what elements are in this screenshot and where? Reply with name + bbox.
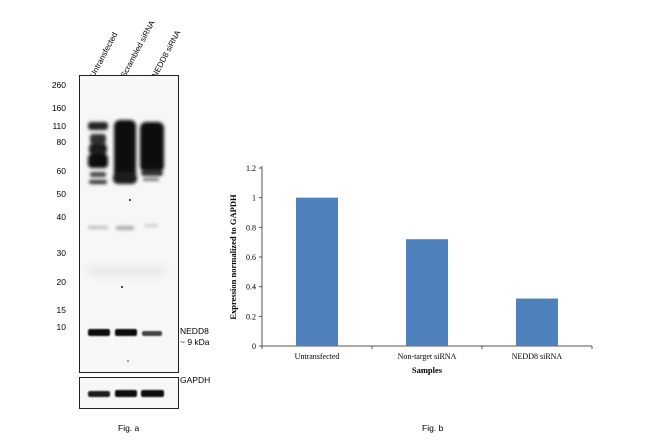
western-blot-main-panel bbox=[79, 75, 179, 373]
mw-marker-30: 30 bbox=[56, 248, 66, 258]
y-axis-title: Expression normalized to GAPDH bbox=[228, 194, 238, 320]
nedd8-label-name: NEDD8 bbox=[180, 326, 209, 336]
x-tick-label: Untransfected bbox=[295, 352, 340, 361]
lane-label-untransfected: Untransfected bbox=[88, 30, 120, 79]
mw-marker-110: 110 bbox=[52, 121, 66, 131]
y-tick-label: 0.2 bbox=[246, 312, 256, 321]
western-blot-gapdh-panel bbox=[79, 377, 179, 409]
gapdh-bands bbox=[88, 390, 164, 397]
mw-marker-60: 60 bbox=[56, 166, 66, 176]
lane-label-nedd8-sirna: NEDD8 siRNA bbox=[150, 28, 183, 79]
nedd8-label-size: ~ 9 kDa bbox=[180, 337, 210, 347]
mw-marker-10: 10 bbox=[56, 322, 66, 332]
figure-a-caption: Fig. a bbox=[118, 423, 140, 433]
y-tick-label: 0.6 bbox=[246, 253, 256, 262]
blot-lane-3-bands bbox=[140, 122, 164, 227]
mw-marker-20: 20 bbox=[56, 277, 66, 287]
mw-marker-260: 260 bbox=[51, 80, 66, 90]
blot-lane-2-bands bbox=[113, 120, 137, 230]
lane-label-scrambled-sirna: Scrambled siRNA bbox=[119, 19, 157, 79]
y-tick-label: 1 bbox=[252, 194, 256, 203]
bar-chart: 0 0.2 0.4 0.6 0.8 1 1.2 Untransfected Non-target… bbox=[228, 164, 593, 375]
mw-marker-15: 15 bbox=[56, 305, 66, 315]
mw-marker-160: 160 bbox=[51, 103, 66, 113]
y-tick-label: 0.8 bbox=[246, 223, 256, 232]
x-tick-label: Non-target siRNA bbox=[398, 352, 457, 361]
figure-b-caption: Fig. b bbox=[422, 423, 444, 433]
blot-lane-1-bands bbox=[88, 122, 108, 229]
nedd8-band-label: NEDD8 ~ 9 kDa bbox=[180, 326, 210, 348]
mw-marker-80: 80 bbox=[56, 137, 66, 147]
mw-marker-50: 50 bbox=[56, 189, 66, 199]
bar-2 bbox=[406, 239, 448, 346]
bar-1 bbox=[296, 197, 338, 346]
y-tick-label: 0 bbox=[252, 342, 256, 351]
nedd8-band bbox=[88, 329, 162, 336]
bar-3 bbox=[516, 298, 558, 346]
gapdh-label: GAPDH bbox=[180, 375, 211, 385]
x-axis-title: Samples bbox=[412, 365, 443, 375]
western-blot-image bbox=[88, 120, 164, 362]
x-tick-label: NEDD8 siRNA bbox=[512, 352, 563, 361]
y-tick-label: 1.2 bbox=[246, 164, 256, 173]
mw-marker-40: 40 bbox=[56, 212, 66, 222]
y-tick-label: 0.4 bbox=[246, 283, 256, 292]
